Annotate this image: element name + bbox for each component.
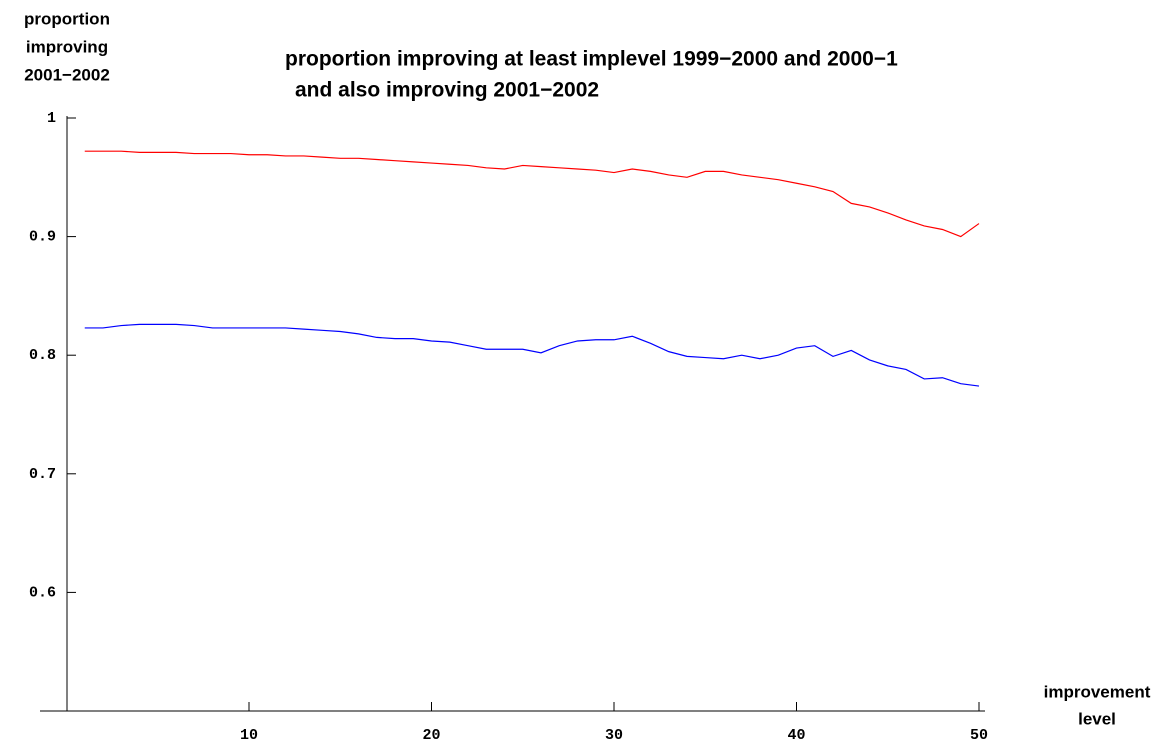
series-line	[84, 323, 980, 387]
x-tick-label: 10	[240, 727, 258, 744]
x-tick-label: 20	[422, 727, 440, 744]
y-axis-label: improving	[26, 37, 108, 56]
y-tick-label: 0.6	[29, 584, 56, 601]
x-axis-label: improvement	[1044, 682, 1151, 701]
y-tick-label: 1	[47, 110, 56, 127]
chart-title: proportion improving at least implevel 1…	[285, 48, 898, 71]
y-tick-label: 0.7	[29, 466, 56, 483]
x-tick-label: 30	[605, 727, 623, 744]
x-tick-label: 40	[787, 727, 805, 744]
series-line	[84, 150, 980, 238]
chart-title: and also improving 2001−2002	[295, 79, 599, 102]
y-axis-label: proportion	[24, 9, 110, 28]
y-tick-label: 0.9	[29, 229, 56, 246]
x-tick-label: 50	[970, 727, 988, 744]
y-tick-label: 0.8	[29, 347, 56, 364]
y-axis-label: 2001−2002	[24, 65, 110, 84]
x-axis-label: level	[1078, 709, 1116, 728]
